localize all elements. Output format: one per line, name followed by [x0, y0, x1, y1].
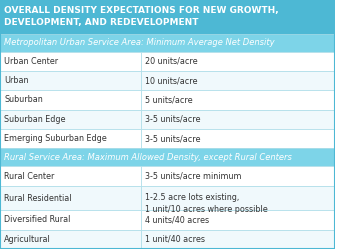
Text: 1 unit/40 acres: 1 unit/40 acres — [145, 235, 205, 244]
Text: Urban: Urban — [4, 76, 29, 85]
Text: 3-5 units/acre minimum: 3-5 units/acre minimum — [145, 172, 241, 181]
Text: Urban Center: Urban Center — [4, 57, 58, 66]
Text: Metropolitan Urban Service Area: Minimum Average Net Density: Metropolitan Urban Service Area: Minimum… — [4, 38, 275, 47]
Text: Suburban: Suburban — [4, 95, 43, 105]
Text: Emerging Suburban Edge: Emerging Suburban Edge — [4, 134, 107, 143]
Text: 3-5 units/acre: 3-5 units/acre — [145, 115, 201, 124]
Bar — [0, 110, 141, 129]
Bar — [0, 71, 141, 90]
Text: 10 units/acre: 10 units/acre — [145, 76, 197, 85]
Bar — [0, 148, 335, 166]
Bar — [141, 166, 335, 186]
Bar — [0, 210, 141, 230]
Bar — [141, 230, 335, 249]
Text: 5 units/acre: 5 units/acre — [145, 95, 192, 105]
Bar — [141, 90, 335, 110]
Bar — [0, 129, 141, 148]
Bar — [0, 34, 335, 52]
Bar — [0, 230, 141, 249]
Text: 1-2.5 acre lots existing,
1 unit/10 acres where possible: 1-2.5 acre lots existing, 1 unit/10 acre… — [145, 193, 268, 214]
Bar — [0, 166, 141, 186]
Text: Suburban Edge: Suburban Edge — [4, 115, 66, 124]
Bar — [141, 129, 335, 148]
Text: OVERALL DENSITY EXPECTATIONS FOR NEW GROWTH,
DEVELOPMENT, AND REDEVELOPMENT: OVERALL DENSITY EXPECTATIONS FOR NEW GRO… — [4, 6, 279, 27]
Text: 3-5 units/acre: 3-5 units/acre — [145, 134, 201, 143]
Bar — [141, 110, 335, 129]
Text: Agricultural: Agricultural — [4, 235, 51, 244]
Text: Diversified Rural: Diversified Rural — [4, 215, 70, 224]
Bar — [141, 52, 335, 71]
Text: 20 units/acre: 20 units/acre — [145, 57, 198, 66]
Bar — [0, 0, 335, 34]
Text: Rural Service Area: Maximum Allowed Density, except Rural Centers: Rural Service Area: Maximum Allowed Dens… — [4, 153, 292, 162]
Bar — [0, 52, 141, 71]
Text: Rural Center: Rural Center — [4, 172, 54, 181]
Bar — [141, 210, 335, 230]
Bar — [141, 186, 335, 210]
Bar — [0, 186, 141, 210]
Bar — [141, 71, 335, 90]
Text: 4 units/40 acres: 4 units/40 acres — [145, 215, 209, 224]
Bar — [0, 90, 141, 110]
Text: Rural Residential: Rural Residential — [4, 193, 72, 202]
